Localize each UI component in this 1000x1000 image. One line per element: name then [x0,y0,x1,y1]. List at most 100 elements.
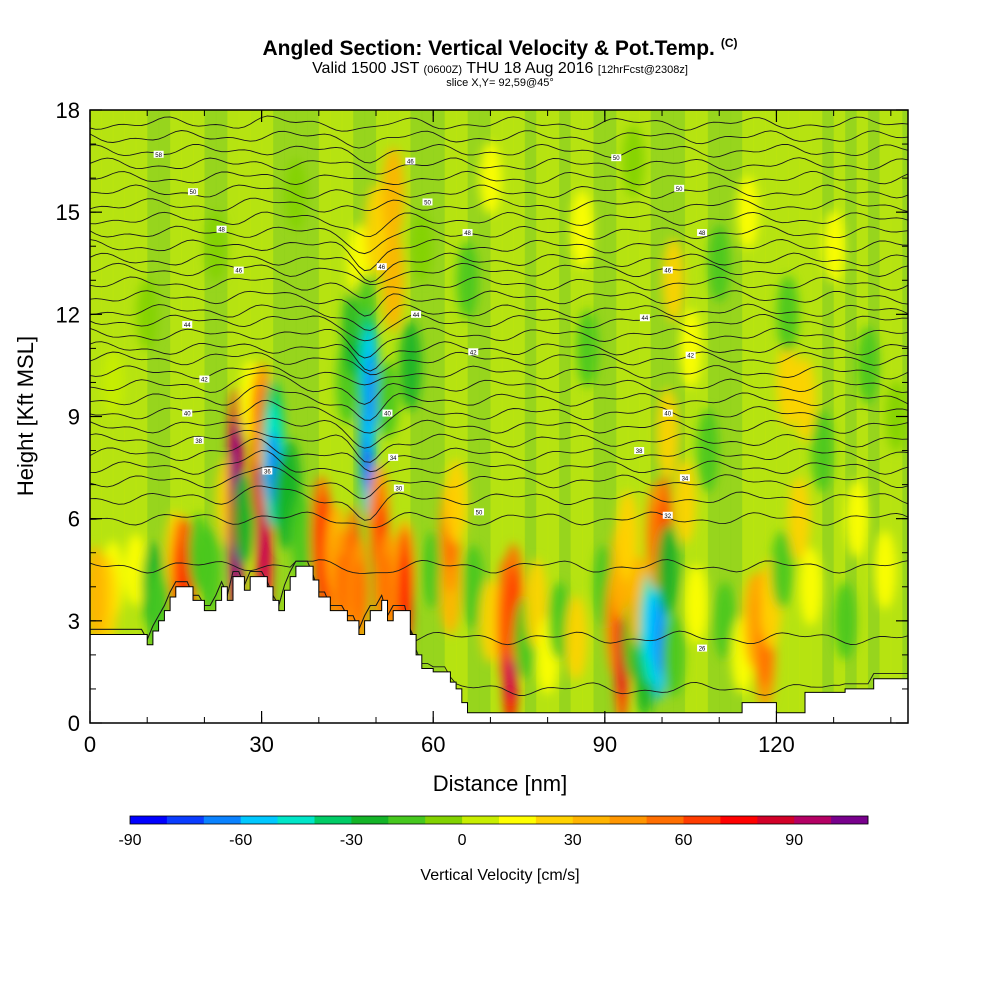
velocity-cell [548,581,571,660]
background-streak [627,110,640,723]
velocity-cell [685,564,708,643]
contour-label-bg [422,198,433,206]
velocity-cell-core [654,600,664,676]
background-streak [284,110,297,723]
theta-contour-line [90,351,908,376]
colorbar-swatch [166,816,205,824]
contour-label-bg [182,409,193,417]
velocity-cell [856,326,879,405]
background-streak [639,110,652,723]
theta-contour-line [90,313,908,342]
contour-labels: 58 50 48 46 44 42 40 38 36 34 30 50 46 50 48 46 44 42 40 50… [153,150,708,653]
velocity-cell [656,388,679,479]
potential-temperature-contours [90,115,908,696]
background-streak [433,110,446,723]
background-streak [501,110,514,723]
velocity-cell [382,229,405,332]
background-streak [147,110,160,723]
colorbar-swatch [535,816,574,824]
velocity-cell [708,224,731,303]
velocity-cell [462,544,485,629]
velocity-cell [399,320,422,411]
contour-label: 46 [378,265,385,271]
contour-label: 48 [218,228,225,234]
contour-label-bg [634,447,645,455]
contour-label-bg [662,266,673,274]
background-streak [456,110,469,723]
background-streak [295,110,308,723]
colorbar-swatch [277,816,315,824]
background-streak [158,110,171,723]
x-axis-label: Distance [nm] [433,771,568,796]
background-streak [684,110,697,723]
contour-label-bg [262,467,273,475]
contour-label-bg [674,184,685,192]
background-streak [318,110,331,723]
theta-contour-line [90,327,908,359]
velocity-cell [479,578,502,663]
contour-label: 34 [390,456,397,462]
velocity-cell [776,337,799,428]
colorbar-swatch [314,816,352,824]
background-streak [604,110,617,723]
background-streak [845,110,858,723]
chart-title: Angled Section: Vertical Velocity & Pot.… [0,36,1000,61]
theta-contour-line [90,485,908,521]
contour-label-bg [199,375,210,383]
x-tick-label: 120 [758,732,795,757]
velocity-cell [422,530,445,609]
velocity-cell [101,349,124,416]
vertical-velocity-field [90,125,908,723]
velocity-cell [456,241,479,320]
background-streak [330,110,343,723]
contour-label: 44 [184,323,191,329]
background-streak [570,110,583,723]
colorbar-swatch [388,816,426,824]
y-tick-label: 6 [68,507,80,532]
contour-label: 42 [470,350,477,356]
contour-label-bg [405,157,416,165]
contour-label-bg [679,474,690,482]
x-tick-label: 60 [421,732,445,757]
theta-contour-line [90,559,908,574]
velocity-cell [136,278,159,351]
theta-contour-line [90,143,908,164]
velocity-cell [656,524,679,615]
theta-contour-line [90,262,908,286]
contour-label: 40 [664,412,671,418]
theta-contour-line [90,184,908,199]
theta-contour-line [90,399,908,434]
contour-label: 50 [613,156,620,162]
y-tick-label: 9 [68,405,80,430]
contour-label-bg [639,314,650,322]
theta-contour-line [90,252,908,283]
theta-contour-line [90,511,908,529]
contour-label-bg [611,154,622,162]
velocity-cell [199,527,222,612]
colorbar-swatch [240,816,278,824]
velocity-cell [662,238,685,323]
y-tick-label: 0 [68,711,80,736]
contour-label-bg [411,310,422,318]
colorbar-swatch [757,816,795,824]
slice-label: slice X,Y= 92,59@45° [446,77,554,89]
chart-title-suffix: (C) [720,36,738,50]
background-streak [524,110,537,723]
colorbar-tick-label: -30 [340,832,363,849]
colorbar-swatch [351,816,389,824]
colorbar-swatch [794,816,832,824]
background-streak [856,110,869,723]
contour-label: 30 [396,487,403,493]
contour-label: 50 [424,200,431,206]
colorbar-tick-label: 60 [675,832,693,849]
theta-contour-line [90,157,908,175]
velocity-cell [622,125,645,198]
colorbar-swatch [646,816,684,824]
background-streak [730,110,743,723]
theta-contour-line [90,130,908,149]
y-tick-label: 15 [56,200,80,225]
background-streak [467,110,480,723]
velocity-cell [713,581,736,660]
velocity-cell [771,530,794,609]
